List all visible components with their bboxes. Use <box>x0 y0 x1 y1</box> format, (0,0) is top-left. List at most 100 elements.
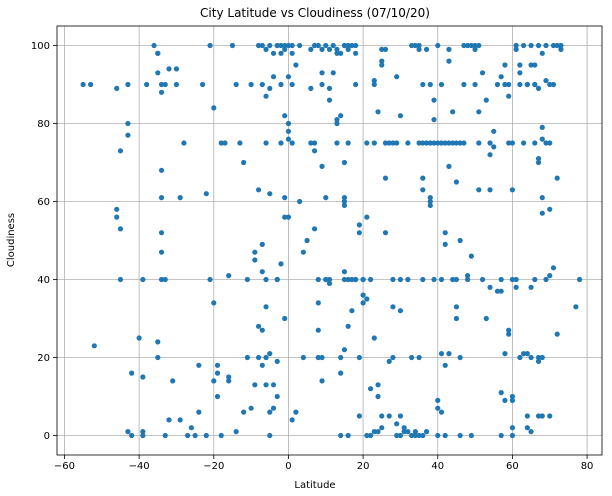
data-point <box>509 276 516 283</box>
data-point <box>371 78 377 84</box>
data-point <box>375 382 381 388</box>
data-point <box>543 140 549 146</box>
data-point <box>438 351 445 357</box>
data-point <box>297 198 303 205</box>
data-point <box>409 42 415 49</box>
data-point <box>420 187 426 193</box>
data-point <box>494 81 501 88</box>
data-point <box>453 276 460 283</box>
data-point <box>405 276 411 283</box>
data-point <box>338 432 344 439</box>
data-point <box>237 140 243 146</box>
data-point <box>547 413 553 419</box>
data-point <box>341 159 348 166</box>
data-point <box>330 42 336 49</box>
data-point <box>158 230 165 236</box>
data-point <box>476 42 482 49</box>
data-point <box>532 81 538 88</box>
data-point <box>278 50 284 56</box>
data-point <box>267 85 273 91</box>
y-tick-label: 0 <box>44 431 50 442</box>
data-point <box>341 276 348 283</box>
data-point <box>334 117 340 123</box>
data-point <box>379 62 385 68</box>
data-point <box>214 393 221 400</box>
data-point <box>509 393 516 400</box>
data-point <box>129 432 135 439</box>
data-point <box>375 429 381 435</box>
data-point <box>192 432 198 439</box>
data-point <box>506 327 512 333</box>
y-tick-label: 40 <box>37 275 50 286</box>
data-point <box>158 89 165 95</box>
data-point <box>188 425 194 431</box>
data-point <box>125 132 131 138</box>
data-point <box>524 413 530 419</box>
data-point <box>270 50 277 56</box>
data-point <box>285 42 292 49</box>
data-point <box>353 50 359 56</box>
data-point <box>267 409 273 415</box>
grid-lines <box>57 26 602 455</box>
data-point <box>181 140 187 146</box>
data-point <box>438 81 445 88</box>
data-point <box>356 354 362 361</box>
data-point <box>155 70 161 76</box>
data-point <box>550 265 557 271</box>
data-point <box>558 46 564 53</box>
data-point <box>203 432 209 439</box>
data-point <box>535 42 542 49</box>
data-point <box>367 432 374 439</box>
data-point <box>241 159 247 166</box>
data-point <box>535 156 542 162</box>
data-point <box>509 140 516 146</box>
data-point <box>259 81 265 88</box>
data-point <box>498 432 504 439</box>
data-point <box>241 409 247 415</box>
data-point <box>472 42 478 49</box>
data-point <box>349 308 355 314</box>
x-tick-label: −20 <box>203 461 224 472</box>
data-point <box>416 46 422 53</box>
data-point <box>394 432 400 439</box>
data-point <box>214 370 221 376</box>
data-point <box>315 276 321 283</box>
data-point <box>438 409 445 415</box>
data-point <box>207 276 213 283</box>
data-point <box>311 140 318 146</box>
data-point <box>270 382 277 388</box>
data-point <box>282 315 288 322</box>
data-point <box>278 261 284 267</box>
data-point <box>267 42 273 49</box>
data-point <box>319 46 325 53</box>
data-point <box>427 195 433 201</box>
data-points <box>80 42 583 439</box>
data-point <box>423 46 430 53</box>
data-point <box>446 58 452 64</box>
data-point <box>244 276 250 283</box>
data-point <box>162 432 168 439</box>
data-point <box>349 276 355 283</box>
data-point <box>285 74 292 80</box>
data-point <box>509 187 516 193</box>
data-point <box>509 397 516 403</box>
data-point <box>543 78 549 84</box>
data-point <box>498 74 504 80</box>
data-point <box>453 304 460 310</box>
data-point <box>341 195 348 201</box>
data-point <box>532 62 538 68</box>
data-point <box>427 81 433 88</box>
data-point <box>263 304 269 310</box>
data-point <box>308 85 314 91</box>
data-point <box>450 109 456 115</box>
data-point <box>517 354 523 361</box>
data-point <box>431 276 437 283</box>
data-point <box>367 276 374 283</box>
data-point <box>528 354 534 361</box>
data-point <box>282 195 288 201</box>
data-point <box>521 351 527 357</box>
data-point <box>158 81 165 88</box>
data-point <box>293 409 299 415</box>
x-axis-label: Latitude <box>294 480 335 491</box>
y-axis-label: Cloudiness <box>6 213 17 267</box>
